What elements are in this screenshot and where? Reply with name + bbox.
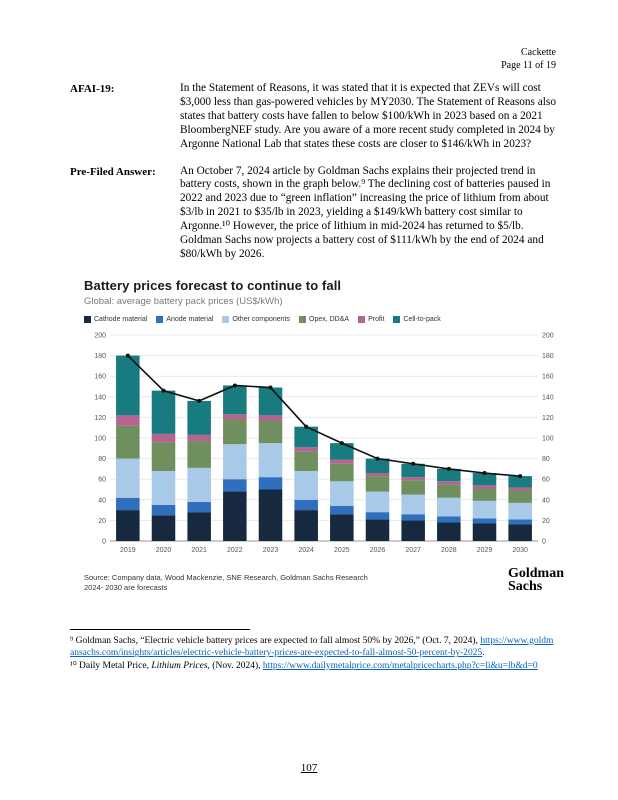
chart-legend: Cathode material Anode material Other comp… <box>84 315 564 323</box>
footnote-9-suffix: . <box>482 648 485 659</box>
svg-text:140: 140 <box>542 394 554 401</box>
svg-text:140: 140 <box>94 394 106 401</box>
answer-text: An October 7, 2024 article by Goldman Sa… <box>180 164 551 260</box>
question-row: AFAI-19: In the Statement of Reasons, it… <box>70 82 556 152</box>
svg-text:20: 20 <box>542 518 550 525</box>
svg-text:60: 60 <box>542 477 550 484</box>
footnote-10-italic-title: Lithium Prices <box>151 660 208 671</box>
question-text: In the Statement of Reasons, it was stat… <box>180 82 556 150</box>
svg-text:2029: 2029 <box>477 547 493 554</box>
svg-text:160: 160 <box>94 374 106 381</box>
page-header: Cackette Page 11 of 19 <box>70 46 556 72</box>
svg-text:2023: 2023 <box>263 547 279 554</box>
question-answer-section: AFAI-19: In the Statement of Reasons, it… <box>70 82 556 262</box>
legend-label: Other components <box>232 315 290 323</box>
legend-label: Profit <box>368 315 385 323</box>
legend-swatch <box>358 315 366 323</box>
legend-swatch <box>156 315 164 323</box>
svg-text:180: 180 <box>542 353 554 360</box>
goldman-sachs-logo-line2: Sachs <box>507 578 543 594</box>
footnote-10-link[interactable]: https://www.dailymetalprice.com/metalpri… <box>262 660 538 671</box>
chart-source-line2: 2024- 2030 are forecasts <box>84 582 168 592</box>
svg-text:200: 200 <box>94 332 106 339</box>
legend-item-profit: Profit <box>358 315 385 323</box>
footnote-9-text: ⁹ Goldman Sachs, “Electric vehicle batte… <box>70 635 481 646</box>
svg-text:0: 0 <box>102 538 106 545</box>
svg-text:180: 180 <box>94 353 106 360</box>
svg-text:2019: 2019 <box>120 547 136 554</box>
footnote-10-text: ¹⁰ Daily Metal Price, <box>70 660 152 671</box>
svg-text:2021: 2021 <box>191 547 207 554</box>
goldman-sachs-logo: Goldman Sachs <box>507 565 564 594</box>
footnote-10-mid-text: , (Nov. 2024), <box>207 660 263 671</box>
svg-text:2022: 2022 <box>227 547 243 554</box>
svg-text:120: 120 <box>542 415 554 422</box>
legend-swatch <box>299 315 306 323</box>
svg-text:160: 160 <box>542 374 554 381</box>
answer-label: Pre-Filed Answer: <box>70 165 156 178</box>
legend-item-opex-dd-a: Opex, DD&A <box>299 315 350 323</box>
svg-text:2028: 2028 <box>441 547 457 554</box>
legend-label: Cell-to-pack <box>403 315 441 323</box>
svg-text:200: 200 <box>542 332 554 339</box>
svg-text:40: 40 <box>98 497 106 504</box>
chart-subtitle: Global: average battery pack prices (US$… <box>84 295 283 307</box>
battery-price-chart: Battery prices forecast to continue to f… <box>84 278 564 593</box>
footnotes: ⁹ Goldman Sachs, “Electric vehicle batte… <box>70 635 556 673</box>
svg-text:2020: 2020 <box>156 547 172 554</box>
legend-item-anode-material: Anode material <box>156 315 214 323</box>
footnote-separator <box>70 628 250 630</box>
svg-text:60: 60 <box>98 477 106 484</box>
svg-text:2024: 2024 <box>298 547 314 554</box>
page-number: 107 <box>300 762 318 774</box>
header-page-info: Page 11 of 19 <box>501 60 556 71</box>
answer-row: Pre-Filed Answer: An October 7, 2024 art… <box>70 165 556 262</box>
legend-item-cell-to-pack: Cell-to-pack <box>393 315 441 323</box>
svg-text:0: 0 <box>542 538 546 545</box>
svg-text:100: 100 <box>94 435 106 442</box>
question-label: AFAI-19: <box>70 83 115 95</box>
chart-source-line1: Source: Company data, Wood Mackenzie, SN… <box>84 572 368 582</box>
legend-item-other-components: Other components <box>222 315 290 323</box>
svg-text:80: 80 <box>542 456 550 463</box>
footnote-10: ¹⁰ Daily Metal Price, Lithium Prices, (N… <box>70 660 556 673</box>
chart-footer: Source: Company data, Wood Mackenzie, SN… <box>84 565 564 594</box>
chart-source: Source: Company data, Wood Mackenzie, SN… <box>84 573 368 593</box>
svg-text:2030: 2030 <box>512 547 528 554</box>
svg-text:2026: 2026 <box>370 547 386 554</box>
svg-text:120: 120 <box>94 415 106 422</box>
svg-text:100: 100 <box>542 435 554 442</box>
footnote-9: ⁹ Goldman Sachs, “Electric vehicle batte… <box>70 635 556 660</box>
legend-label: Opex, DD&A <box>309 315 350 323</box>
svg-text:2027: 2027 <box>405 547 421 554</box>
svg-text:80: 80 <box>98 456 106 463</box>
footnote-9-link[interactable]: https://www.goldmansachs.com/insights/ar… <box>70 635 554 659</box>
legend-swatch <box>84 315 91 323</box>
chart-title: Battery prices forecast to continue to f… <box>84 277 342 293</box>
legend-label: Cathode material <box>94 315 148 323</box>
goldman-sachs-logo-line1: Goldman <box>507 565 564 581</box>
legend-swatch <box>393 315 401 323</box>
header-author: Cackette <box>521 47 556 58</box>
svg-text:2025: 2025 <box>334 547 350 554</box>
legend-label: Anode material <box>166 315 214 323</box>
svg-text:20: 20 <box>98 518 106 525</box>
legend-item-cathode-material: Cathode material <box>84 315 148 323</box>
svg-text:40: 40 <box>542 497 550 504</box>
legend-swatch <box>222 315 230 323</box>
